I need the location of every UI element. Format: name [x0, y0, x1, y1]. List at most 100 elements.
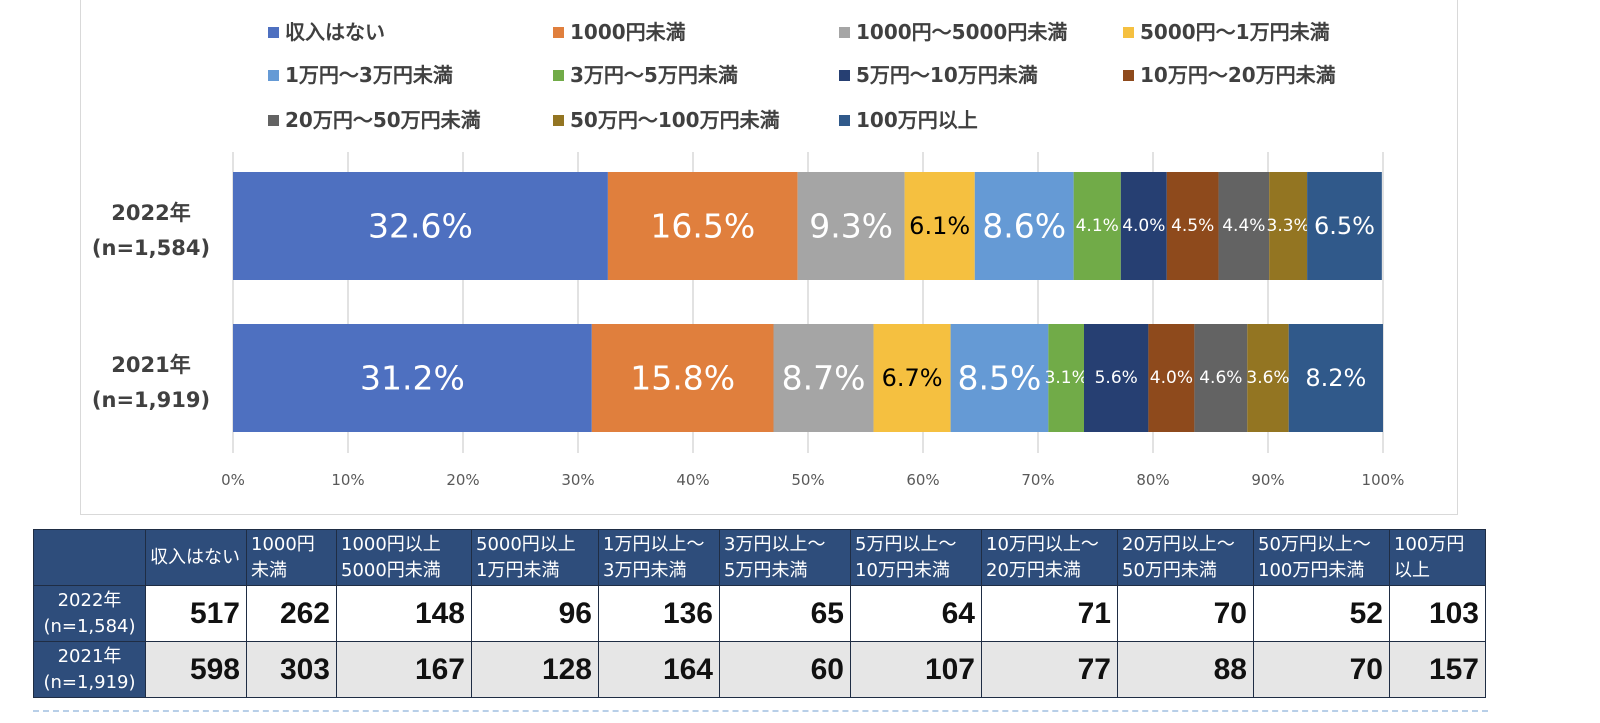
bar-segment	[1288, 324, 1383, 432]
table-row: 2022年 (n=1,584) 517 262 148 96 136 65 64 71 70 52 10…	[33, 585, 1486, 642]
table-column-header: 100万円以上	[1389, 529, 1486, 586]
table-cell: 157	[1389, 641, 1486, 698]
data-label: 4.1%	[1076, 216, 1119, 236]
x-tick-label: 30%	[561, 471, 594, 489]
table-row: 2021年 (n=1,919) 598 303 167 128 164 60 107 77 88 70…	[33, 641, 1486, 698]
table-column-header: 1000円 未満	[246, 529, 337, 586]
table-corner-cell	[33, 529, 146, 586]
table-cell: 167	[336, 641, 472, 698]
chart-panel: 0% 10% 20% 30% 40% 50% 60% 70% 80% 90% 100% 収入はない 10…	[80, 0, 1458, 515]
data-label: 8.6%	[982, 207, 1066, 246]
x-tick-label: 90%	[1251, 471, 1284, 489]
table-column-header-line: 以上	[1394, 559, 1430, 581]
table-column-header-line: 1000円以上	[341, 533, 441, 555]
table-column-header-line: 1万円以上～	[603, 533, 705, 555]
table-cell: 303	[246, 641, 337, 698]
data-label: 16.5%	[650, 207, 755, 246]
table-column-header-line: 1万円未満	[476, 559, 560, 581]
table-column-header: 5万円以上～ 10万円未満	[850, 529, 982, 586]
x-tick-label: 100%	[1362, 471, 1405, 489]
table-row-header-line: (n=1,584)	[43, 615, 136, 637]
table-row-header-line: (n=1,919)	[43, 671, 136, 693]
table-column-header-line: 100万円未満	[1258, 559, 1365, 581]
data-label: 3.6%	[1246, 368, 1289, 388]
table-cell: 70	[1117, 585, 1254, 642]
x-tick-label: 0%	[221, 471, 245, 489]
table-header-row: 収入はない 1000円 未満 1000円以上 5000円未満 5000円以上 1万円未満 1万…	[33, 529, 1486, 586]
table-cell: 107	[850, 641, 982, 698]
legend-swatch	[553, 70, 564, 81]
table-cell: 103	[1389, 585, 1486, 642]
data-label: 15.8%	[630, 359, 735, 398]
legend-swatch	[268, 70, 279, 81]
table-cell: 64	[850, 585, 982, 642]
bar-segment	[1218, 172, 1270, 280]
bar-segment	[1194, 324, 1248, 432]
data-label: 8.2%	[1305, 364, 1366, 392]
table-column-header: 収入はない	[145, 529, 247, 586]
table-column-header: 1000円以上 5000円未満	[336, 529, 472, 586]
x-tick-label: 60%	[906, 471, 939, 489]
data-label: 31.2%	[360, 359, 465, 398]
bar-segment	[1307, 172, 1382, 280]
category-label: (n=1,919)	[92, 388, 210, 412]
table-cell: 136	[598, 585, 720, 642]
legend-label: 50万円～100万円未満	[570, 108, 780, 132]
table-cell: 517	[145, 585, 247, 642]
category-label: 2022年	[111, 201, 190, 225]
table-column-header-line: 5000円未満	[341, 559, 441, 581]
table-cell: 128	[471, 641, 599, 698]
table-column-header-line: 収入はない	[150, 546, 240, 568]
bar-segment	[591, 324, 774, 432]
bar-segment	[607, 172, 798, 280]
bar-segment	[904, 172, 975, 280]
legend-swatch	[1123, 27, 1134, 38]
bar-segment	[950, 324, 1049, 432]
x-tick-label: 40%	[676, 471, 709, 489]
table-column-header-line: 5万円未満	[724, 559, 808, 581]
table-cell: 52	[1253, 585, 1390, 642]
legend-label: 3万円～5万円未満	[570, 63, 738, 87]
table-column-header-line: 20万円以上～	[1122, 533, 1235, 555]
table-column-header-line: 100万円	[1394, 533, 1465, 555]
data-label: 8.5%	[958, 359, 1042, 398]
category-label: 2021年	[111, 353, 190, 377]
data-label: 4.6%	[1199, 368, 1242, 388]
data-label: 6.1%	[909, 212, 970, 240]
bar-segment	[974, 172, 1074, 280]
x-tick-label: 50%	[791, 471, 824, 489]
legend-label: 10万円～20万円未満	[1140, 63, 1336, 87]
table-column-header: 5000円以上 1万円未満	[471, 529, 599, 586]
x-tick-label: 80%	[1136, 471, 1169, 489]
legend-label: 1000円未満	[570, 20, 686, 44]
table-cell: 262	[246, 585, 337, 642]
legend-label: 1万円～3万円未満	[285, 63, 453, 87]
dashed-divider	[33, 710, 1488, 712]
data-table: 収入はない 1000円 未満 1000円以上 5000円未満 5000円以上 1万円未満 1万…	[33, 529, 1486, 698]
table-column-header: 1万円以上～ 3万円未満	[598, 529, 720, 586]
bar-segment	[1084, 324, 1149, 432]
bar-segment	[773, 324, 874, 432]
data-label: 4.5%	[1171, 216, 1214, 236]
table-column-header-line: 未満	[251, 559, 287, 581]
table-column-header-line: 5000円以上	[476, 533, 576, 555]
legend-label: 1000円～5000円未満	[856, 20, 1067, 44]
bar-segment	[1048, 324, 1084, 432]
legend-swatch	[268, 115, 279, 126]
bar-segment	[233, 172, 608, 280]
data-label: 4.4%	[1222, 216, 1265, 236]
table-cell: 65	[719, 585, 851, 642]
table-cell: 598	[145, 641, 247, 698]
data-label: 6.7%	[882, 364, 943, 392]
legend-swatch	[268, 27, 279, 38]
data-label: 3.1%	[1045, 368, 1088, 388]
table-cell: 164	[598, 641, 720, 698]
table-column-header: 10万円以上～ 20万円未満	[981, 529, 1118, 586]
table-cell: 71	[981, 585, 1118, 642]
table-column-header: 20万円以上～ 50万円未満	[1117, 529, 1254, 586]
data-label: 8.7%	[782, 359, 866, 398]
x-tick-label: 70%	[1021, 471, 1054, 489]
table-column-header-line: 50万円以上～	[1258, 533, 1371, 555]
data-label: 4.0%	[1150, 368, 1193, 388]
table-column-header-line: 20万円未満	[986, 559, 1081, 581]
